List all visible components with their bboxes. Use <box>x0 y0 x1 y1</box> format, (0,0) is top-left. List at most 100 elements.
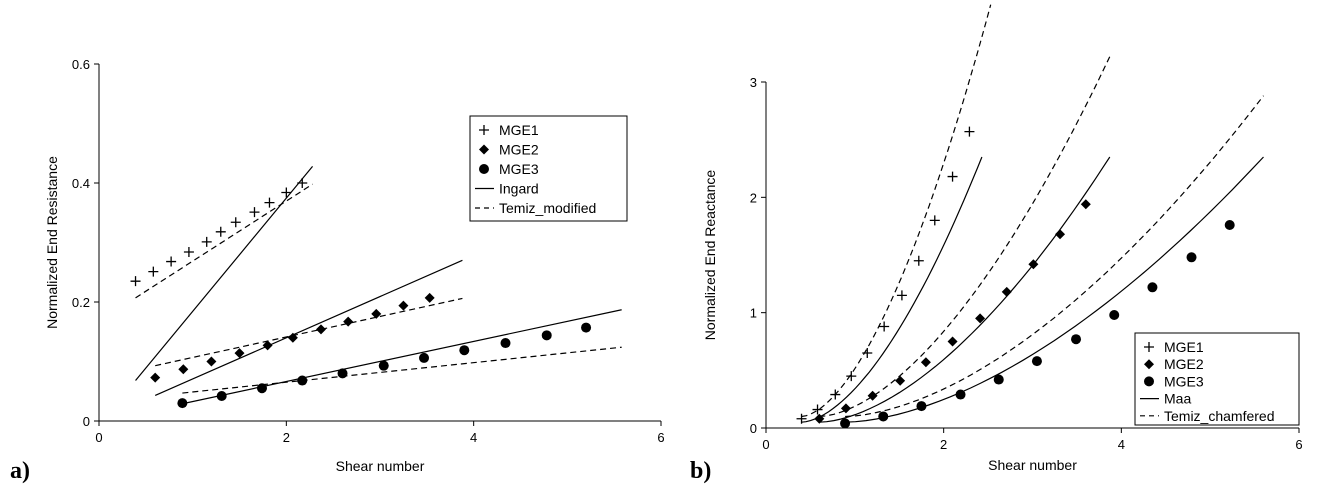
chart2-legend-mge1-label: MGE1 <box>1164 339 1204 355</box>
chart2-legend-mge2-label: MGE2 <box>1164 356 1204 372</box>
chart1-series-mge3-point <box>419 352 430 363</box>
chart1-x-tick-label: 0 <box>95 430 102 445</box>
chart1-series-mge3-point <box>541 330 552 341</box>
chart1-legend-mge2-marker <box>479 144 489 155</box>
chart2-series-mge3-point <box>878 411 889 422</box>
chart2-series-mge3-point <box>840 418 851 429</box>
chart1-series-mge1-point <box>183 247 194 258</box>
chart2-legend-temiz-chamfered-label: Temiz_chamfered <box>1164 408 1275 424</box>
chart2-series-mge1-point <box>846 371 857 382</box>
chart1-series-mge1-point <box>230 217 241 228</box>
chart2-series-mge3-point <box>1071 334 1082 345</box>
chart2-y-axis-label: Normalized End Reactance <box>702 170 718 341</box>
chart1-x-tick-label: 6 <box>657 430 664 445</box>
chart1-series-mge2-point <box>315 324 326 335</box>
chart2-legend-mge3-marker <box>1144 376 1154 387</box>
chart2-series-temiz-chamfered-curve <box>801 4 992 418</box>
chart1-series-mge1-point <box>166 256 177 267</box>
chart1-series-mge2-point <box>150 372 161 383</box>
chart2-y-tick-label: 1 <box>750 306 757 321</box>
chart1-y-tick-label: 0.6 <box>72 57 90 72</box>
chart1-series-mge2-point <box>234 348 245 359</box>
chart2-panel-label: b) <box>690 458 711 484</box>
chart2-series-mge3-point <box>1031 356 1042 367</box>
chart2-series-mge3-point <box>1186 252 1197 263</box>
chart1-series-mge3-point <box>378 360 389 371</box>
chart1-y-tick-label: 0.2 <box>72 295 90 310</box>
chart1-legend-mge3-label: MGE3 <box>499 161 539 177</box>
chart1-legend-box <box>469 115 628 222</box>
chart2-series-maa-curve <box>845 156 1264 423</box>
chart2-series-mge2-point <box>1080 199 1091 210</box>
chart1-series-mge2-point <box>398 300 409 311</box>
chart2-series-mge1-point <box>812 404 823 415</box>
chart2-legend-mge1-marker <box>1144 342 1154 352</box>
chart1-series-mge1-point <box>249 207 260 218</box>
chart2-legend-mge2-marker <box>1144 359 1154 370</box>
chart1-series-mge1-point <box>201 236 212 247</box>
chart2-series-mge1-point <box>896 290 907 301</box>
chart2-series-temiz-chamfered-curve <box>819 56 1111 418</box>
chart2-series-mge2-point <box>895 375 906 386</box>
chart1-legend-mge1-marker <box>479 125 489 135</box>
chart1-series-mge3-point <box>216 391 227 402</box>
chart2-series-temiz-chamfered-curve <box>845 95 1264 418</box>
chart2-y-tick-label: 0 <box>750 421 757 436</box>
chart2-series-mge3-point <box>1147 282 1158 293</box>
chart1-series-temiz-modified-line <box>135 183 313 299</box>
chart2-x-tick-label: 4 <box>1118 437 1125 452</box>
chart2-series-mge1-point <box>929 215 940 226</box>
chart2-series-mge1-point <box>913 255 924 266</box>
chart2-series-mge2-point <box>867 390 878 401</box>
chart2-series-maa-curve <box>819 156 1111 423</box>
chart1-series-mge2-point <box>424 292 435 303</box>
chart1-series-mge3-point <box>459 345 470 356</box>
chart2-y-tick-label: 2 <box>750 190 757 205</box>
chart1-series-mge1-point <box>130 276 141 287</box>
chart1-legend-mge3-marker <box>479 164 489 174</box>
chart2-series-mge2-point <box>947 336 958 347</box>
chart1-x-tick-label: 2 <box>283 430 290 445</box>
chart2-series-mge1-point <box>879 321 890 332</box>
chart1-series-mge1-point <box>148 266 159 277</box>
chart1-series-mge3-point <box>581 322 592 333</box>
chart1-series-mge1-point <box>215 226 226 237</box>
chart2-series-mge2-point <box>1001 286 1012 297</box>
chart1-x-axis-label: Shear number <box>336 458 425 474</box>
chart2-series-mge3-point <box>1109 309 1120 320</box>
chart1-series-temiz-modified-line <box>155 297 463 367</box>
chart1-legend-mge2-label: MGE2 <box>499 142 539 158</box>
chart1-series-mge2-point <box>371 308 382 319</box>
chart2-x-tick-label: 2 <box>940 437 947 452</box>
chart1-series-mge2-point <box>206 356 217 367</box>
chart1-series-ingard-line <box>154 259 463 396</box>
chart1-legend-mge1-label: MGE1 <box>499 122 539 138</box>
chart1-series-mge1-point <box>264 197 275 208</box>
chart2-legend-mge3-label: MGE3 <box>1164 373 1204 389</box>
chart2-x-tick-label: 6 <box>1295 437 1302 452</box>
chart2-legend-box <box>1134 332 1300 426</box>
chart1-series-mge2-point <box>343 316 354 327</box>
chart1-y-axis-label: Normalized End Resistance <box>44 156 60 329</box>
chart2-series-mge2-point <box>1055 229 1066 240</box>
chart1-legend-ingard-label: Ingard <box>499 181 539 197</box>
chart1-series-ingard-line <box>182 309 622 405</box>
chart1-y-tick-label: 0 <box>83 414 90 429</box>
chart2-series-mge2-point <box>920 357 931 368</box>
chart2-series-mge2-point <box>975 313 986 324</box>
chart1-panel-label: a) <box>10 458 30 484</box>
chart1-series-ingard-line <box>135 165 314 381</box>
chart2-x-axis-label: Shear number <box>988 457 1077 473</box>
chart2-x-tick-label: 0 <box>762 437 769 452</box>
chart2-series-mge3-point <box>993 374 1004 385</box>
chart2-legend-maa-label: Maa <box>1164 391 1191 407</box>
chart2-y-tick-label: 3 <box>750 75 757 90</box>
chart2-series-mge1-point <box>947 171 958 182</box>
chart2-series-mge1-point <box>964 126 975 137</box>
chart2-series-mge3-point <box>1224 220 1235 231</box>
chart1-legend-temiz-modified-label: Temiz_modified <box>499 200 596 216</box>
chart1-series-mge1-point <box>281 187 292 198</box>
chart2-series-mge3-point <box>955 389 966 400</box>
chart1-x-tick-label: 4 <box>470 430 477 445</box>
